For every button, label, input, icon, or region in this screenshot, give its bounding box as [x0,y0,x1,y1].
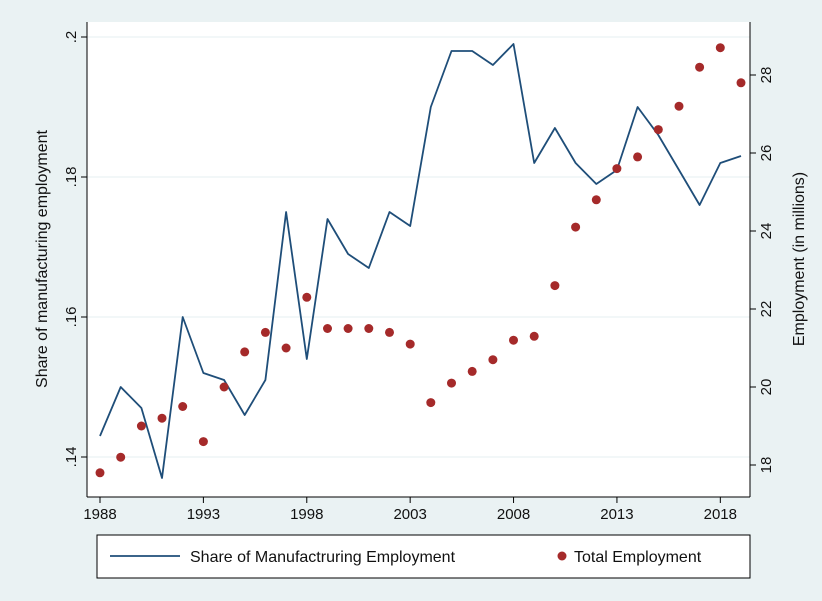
data-point-total-2017 [695,62,705,72]
data-point-total-2005 [447,378,456,388]
y-right-tick-label-0: 18 [758,457,775,474]
legend-label-total: Total Employment [574,549,702,566]
data-point-total-2003 [405,339,415,349]
data-point-total-1999 [323,324,332,333]
x-tick-label-1: 1993 [187,506,220,523]
data-point-total-2001 [364,324,374,333]
legend-dot-swatch [557,551,567,561]
x-tick-label-4: 2008 [497,506,530,523]
data-point-total-2016 [674,101,684,111]
axes: 1988 1993 1998 2003 2008 2013 2018 .14 .16 .18 .2 1… [63,22,775,523]
data-point-total-2002 [385,327,394,337]
x-tick-label-5: 2013 [600,506,633,523]
data-point-total-2019 [736,78,746,88]
data-point-total-1992 [178,402,188,411]
plot-area [87,22,750,497]
data-point-total-1998 [302,292,312,302]
data-point-total-1988 [95,468,105,478]
x-tick-label-6: 2018 [704,506,737,523]
y-left-tick-label-0: .14 [63,447,80,468]
y-left-tick-label-1: .16 [63,307,80,328]
data-point-total-2010 [550,281,560,291]
legend-label-share: Share of Manufactruring Employment [190,549,456,566]
data-point-total-2008 [509,335,518,345]
data-point-total-2009 [529,331,539,341]
data-point-total-2007 [488,355,498,365]
y-right-tick-label-1: 20 [758,379,775,396]
series-layer [95,43,746,479]
data-point-total-1991 [157,413,167,423]
series-line-share [99,43,742,479]
data-point-total-1990 [136,421,146,431]
data-point-total-2011 [571,222,581,232]
x-tick-label-0: 1988 [83,506,116,523]
y-right-tick-label-2: 22 [758,301,775,318]
data-point-total-1997 [281,343,291,353]
data-point-total-2013 [612,164,622,174]
data-point-total-2006 [467,366,477,376]
data-point-total-2004 [426,398,436,408]
y-left-tick-label-3: .2 [63,31,80,44]
x-tick-label-3: 2003 [393,506,426,523]
data-point-total-2018 [715,43,725,53]
y-right-axis-title: Employment (in millions) [791,172,808,346]
data-point-total-2000 [343,324,353,333]
legend: Share of Manufactruring Employment Total… [96,534,751,579]
data-point-total-1989 [116,452,126,462]
data-point-total-1995 [240,347,250,357]
data-point-total-1994 [219,382,229,392]
data-point-total-2014 [633,152,643,162]
legend-box [96,534,751,579]
y-right-tick-label-5: 28 [758,67,775,84]
x-tick-label-2: 1998 [290,506,323,523]
y-left-tick-label-2: .18 [63,167,80,188]
data-point-total-1993 [198,437,208,447]
data-point-total-2012 [591,195,601,205]
data-point-total-1996 [260,327,270,337]
y-right-tick-label-3: 24 [758,223,775,240]
y-right-tick-label-4: 26 [758,145,775,162]
y-left-axis-title: Share of manufacturing employment [34,129,51,387]
data-point-total-2015 [653,125,663,135]
